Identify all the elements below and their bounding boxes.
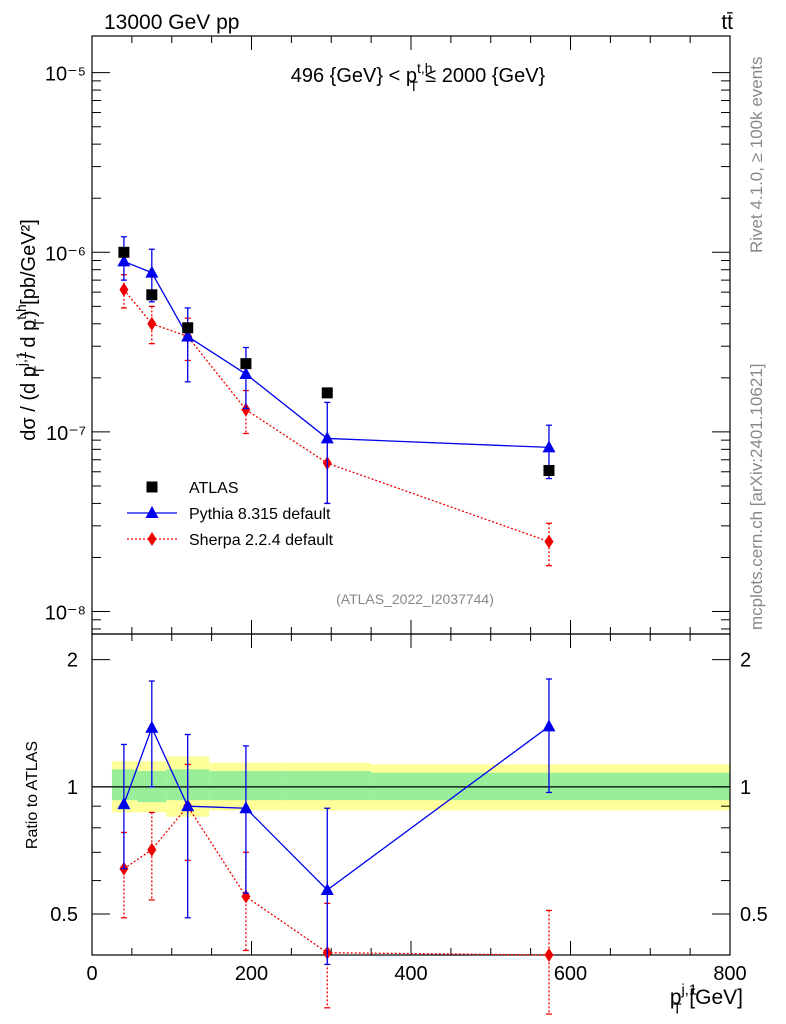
- legend-marker-atlas: [146, 481, 158, 493]
- main-y-ticks: [92, 72, 730, 630]
- ratio-pythia-point: [320, 883, 334, 896]
- y-tick-label-right: 0.5: [740, 904, 768, 926]
- y-tick-label: 10⁻⁸: [45, 603, 86, 625]
- main-pythia-point: [239, 367, 253, 380]
- main-sherpa-point: [544, 534, 554, 549]
- main-sherpa-point: [119, 282, 129, 297]
- ratio-pythia-line: [123, 725, 550, 891]
- legend-label-pythia: Pythia 8.315 default: [189, 506, 331, 523]
- ratio-y-ticks: [92, 659, 730, 956]
- main-series-pythia: [117, 236, 556, 505]
- main-atlas-point: [182, 322, 194, 334]
- main-atlas-point: [146, 289, 158, 301]
- energy-label: 13000 GeV pp: [104, 11, 239, 34]
- main-series-sherpa: [119, 274, 554, 567]
- legend-marker-pythia: [145, 506, 159, 518]
- analysis-id: (ATLAS_2022_I2037744): [336, 591, 494, 607]
- ratio-y-axis-label: Ratio to ATLAS: [24, 741, 41, 849]
- x-ticks: [91, 36, 731, 955]
- ratio-sherpa-line: [123, 805, 549, 956]
- main-sherpa-point: [241, 402, 251, 417]
- ratio-pythia-point: [117, 797, 131, 810]
- band-inner: [111, 769, 138, 801]
- ratio-series-pythia: [117, 678, 556, 966]
- main-y-axis-label: dσ / (d pj,1T / d pt,hT ) [pb/GeV²]: [13, 219, 47, 441]
- main-atlas-point: [240, 358, 252, 370]
- main-pythia-point: [117, 254, 131, 267]
- main-pythia-point: [145, 265, 159, 278]
- y-tick-label: 1: [67, 777, 78, 799]
- rivet-version-label: Rivet 4.1.0, ≥ 100k events: [747, 57, 766, 253]
- main-pythia-point: [542, 440, 556, 453]
- y-tick-label: 0.5: [50, 904, 78, 926]
- mcplots-label: mcplots.cern.ch [arXiv:2401.10621]: [747, 364, 766, 630]
- legend-label-atlas: ATLAS: [189, 480, 239, 497]
- ratio-sherpa-point: [147, 842, 157, 857]
- main-atlas-point: [321, 387, 333, 399]
- main-pythia-point: [320, 431, 334, 444]
- ratio-pythia-point: [239, 801, 253, 814]
- x-tick-label: 0: [86, 963, 97, 985]
- main-panel: 496 {GeV} < pt,h T ≤ 2000 {GeV} dσ / (d p…: [13, 60, 546, 607]
- x-tick-label: 200: [235, 963, 268, 985]
- band-inner: [283, 771, 372, 801]
- main-atlas-point: [118, 246, 130, 258]
- process-label: tt̄: [721, 11, 733, 34]
- x-tick-label: 800: [713, 963, 746, 985]
- ratio-pythia-point: [542, 719, 556, 732]
- y-tick-label: 10⁻⁶: [45, 243, 86, 265]
- y-tick-label: 2: [67, 650, 78, 672]
- main-atlas-point: [543, 464, 555, 476]
- ratio-pythia-point: [181, 799, 195, 812]
- ratio-sherpa-point: [544, 948, 554, 962]
- legend-marker-sherpa: [147, 532, 157, 546]
- y-tick-label-right: 2: [740, 650, 751, 672]
- main-pythia-point: [181, 329, 195, 342]
- main-pythia-line: [123, 260, 549, 449]
- main-series-atlas: [118, 246, 555, 476]
- x-tick-label: 600: [554, 963, 587, 985]
- main-sherpa-point: [147, 316, 157, 331]
- y-tick-label: 10⁻⁵: [45, 64, 86, 86]
- ratio-pythia-point: [145, 720, 159, 733]
- y-tick-label-right: 1: [740, 777, 751, 799]
- main-sherpa-line: [123, 289, 550, 543]
- panel-title: 496 {GeV} < pt,h T ≤ 2000 {GeV}: [291, 60, 546, 94]
- legend-label-sherpa: Sherpa 2.2.4 default: [189, 532, 334, 549]
- ratio-panel: Ratio to ATLAS pj,1 T [GeV]: [24, 741, 743, 1018]
- legend: ATLAS Pythia 8.315 default Sherpa 2.2.4 de…: [127, 480, 334, 549]
- y-tick-label: 10⁻⁷: [46, 423, 86, 445]
- x-axis-label: pj,1 T [GeV]: [670, 983, 743, 1018]
- x-tick-label: 400: [394, 963, 427, 985]
